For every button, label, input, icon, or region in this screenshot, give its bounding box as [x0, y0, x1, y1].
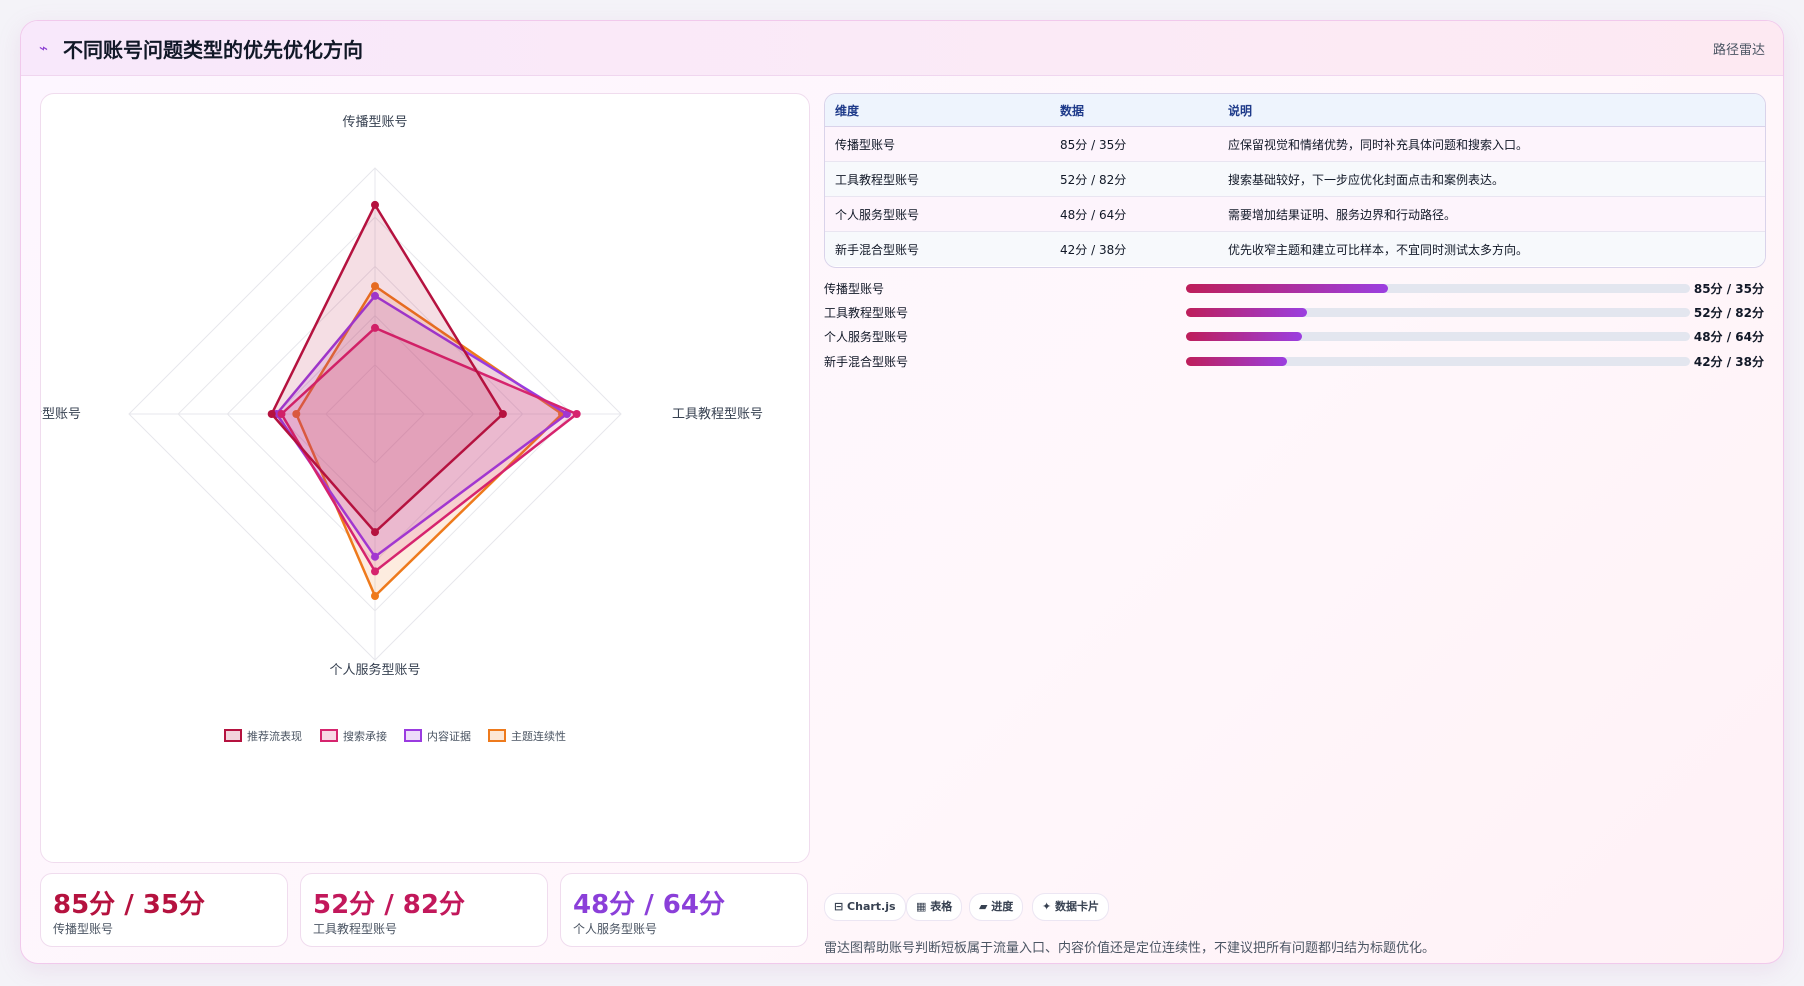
radar-data-point [572, 410, 581, 418]
progress-value: 48分 / 64分 [1693, 330, 1764, 344]
progress-label: 个人服务型账号 [824, 330, 909, 344]
progress-track [1186, 357, 1690, 366]
progress-value: 85分 / 35分 [1693, 282, 1764, 296]
card-title: 不同账号问题类型的优先优化方向 [63, 38, 363, 62]
legend-label: 内容证据 [427, 729, 471, 743]
kpi-card: 52分 / 82分 工具教程型账号 [300, 873, 548, 947]
chip-table[interactable]: ▦ 表格 [906, 893, 963, 921]
table-row: 个人服务型账号 48分 / 64分 需要增加结果证明、服务边界和行动路径。 [825, 196, 1765, 232]
kpi-card: 48分 / 64分 个人服务型账号 [560, 873, 808, 947]
table-cell: 优先收窄主题和建立可比样本，不宜同时测试太多方向。 [1218, 231, 1765, 266]
progress-row: 个人服务型账号 48分 / 64分 [824, 327, 1764, 347]
table-header-row: 维度 数据 说明 [825, 94, 1765, 127]
table-cell: 工具教程型账号 [825, 161, 1050, 197]
radar-data-point [277, 410, 286, 418]
table-cell: 应保留视觉和情绪优势，同时补充具体问题和搜索入口。 [1218, 126, 1765, 162]
progress-label: 传播型账号 [824, 282, 885, 296]
progress-value: 42分 / 38分 [1693, 355, 1764, 369]
legend-swatch [404, 729, 422, 742]
progress-track [1186, 332, 1690, 341]
radar-data-point [371, 567, 379, 576]
radar-data-point [267, 410, 276, 418]
table-row: 工具教程型账号 52分 / 82分 搜索基础较好，下一步应优化封面点击和案例表达… [825, 161, 1765, 197]
radar-data-point [498, 410, 507, 418]
table-cell: 传播型账号 [825, 126, 1050, 162]
radar-data-point [371, 200, 379, 209]
kpi-value: 85分 / 35分 [53, 890, 205, 920]
radar-axis-label: 传播型账号 [342, 115, 407, 130]
kpi-label: 工具教程型账号 [313, 922, 398, 936]
progress-fill [1186, 357, 1287, 366]
progress-row: 传播型账号 85分 / 35分 [824, 279, 1764, 299]
chip-data-cards[interactable]: ✦ 数据卡片 [1032, 893, 1110, 921]
progress-row: 工具教程型账号 52分 / 82分 [824, 303, 1764, 323]
legend-label: 推荐流表现 [247, 729, 302, 743]
kpi-card: 85分 / 35分 传播型账号 [40, 873, 288, 947]
radar-data-point [371, 291, 379, 300]
legend-swatch [488, 729, 506, 742]
footnote: 雷达图帮助账号判断短板属于流量入口、内容价值还是定位连续性，不建议把所有问题都归… [824, 941, 1436, 956]
legend-label: 搜索承接 [343, 729, 387, 743]
radar-data-point [371, 552, 379, 561]
progress-fill [1186, 308, 1307, 317]
table-cell: 42分 / 38分 [1050, 231, 1218, 266]
radar-data-point [371, 528, 379, 537]
kpi-value: 52分 / 82分 [313, 890, 465, 920]
data-table: 维度 数据 说明 传播型账号 85分 / 35分 应保留视觉和情绪优势，同时补充… [824, 93, 1766, 268]
table-cell: 85分 / 35分 [1050, 126, 1218, 162]
chart-type-tag: 路径雷达 [1712, 43, 1765, 58]
chip-chartjs[interactable]: ⊟ Chart.js [824, 893, 906, 921]
progress-fill [1186, 332, 1302, 341]
table-cell: 52分 / 82分 [1050, 161, 1218, 197]
chip-progress[interactable]: ▰ 进度 [969, 893, 1024, 921]
column-header: 说明 [1218, 94, 1765, 127]
progress-track [1186, 284, 1690, 293]
kpi-value: 48分 / 64分 [573, 890, 725, 920]
table-cell: 需要增加结果证明、服务边界和行动路径。 [1218, 196, 1765, 232]
legend-label: 主题连续性 [511, 729, 566, 743]
radar-card: ⌁ 不同账号问题类型的优先优化方向 路径雷达 传播型账号 工具教程型账号 个人服务型… [20, 20, 1784, 964]
table-cell: 新手混合型账号 [825, 231, 1050, 266]
radar-data-point [371, 282, 379, 291]
table-cell: 48分 / 64分 [1050, 196, 1218, 232]
sparkle-icon: ⌁ [39, 39, 49, 57]
progress-label: 新手混合型账号 [824, 355, 909, 369]
radar-data-point [371, 323, 379, 332]
progress-label: 工具教程型账号 [824, 306, 909, 320]
column-header: 数据 [1050, 94, 1218, 127]
progress-track [1186, 308, 1690, 317]
table-row: 新手混合型账号 42分 / 38分 优先收窄主题和建立可比样本，不宜同时测试太多… [825, 231, 1765, 266]
table-cell: 搜索基础较好，下一步应优化封面点击和案例表达。 [1218, 161, 1765, 197]
card-header: ⌁ 不同账号问题类型的优先优化方向 路径雷达 [21, 21, 1783, 76]
radar-data-point [292, 410, 301, 418]
legend-swatch [320, 729, 338, 742]
column-header: 维度 [825, 94, 1050, 127]
progress-value: 52分 / 82分 [1693, 306, 1764, 320]
kpi-label: 传播型账号 [53, 922, 114, 936]
table-row: 传播型账号 85分 / 35分 应保留视觉和情绪优势，同时补充具体问题和搜索入口… [825, 126, 1765, 162]
legend-swatch [224, 729, 242, 742]
radar-data-point [371, 592, 379, 600]
kpi-label: 个人服务型账号 [573, 922, 658, 936]
radar-axis-label: 工具教程型账号 [672, 406, 763, 422]
progress-fill [1186, 284, 1388, 293]
radar-axis-label: 新手混合型账号 [41, 406, 81, 422]
table-cell: 个人服务型账号 [825, 196, 1050, 232]
radar-axis-label: 个人服务型账号 [329, 662, 420, 678]
progress-row: 新手混合型账号 42分 / 38分 [824, 352, 1764, 372]
